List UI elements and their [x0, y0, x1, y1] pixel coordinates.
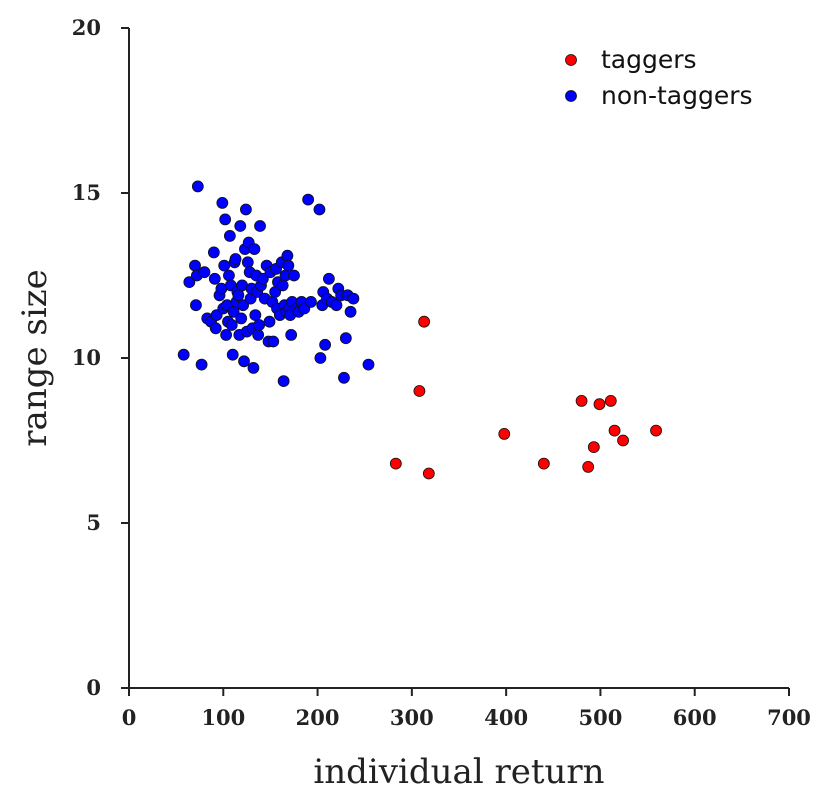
non-taggers-point	[267, 335, 280, 348]
non-taggers-point	[189, 259, 201, 272]
legend: taggers non-taggers	[565, 45, 753, 110]
non-taggers-point	[195, 358, 208, 371]
non-taggers-point	[281, 249, 294, 262]
non-taggers-point	[319, 338, 332, 351]
non-taggers-point	[276, 279, 289, 292]
non-taggers-point	[223, 229, 236, 242]
non-taggers-point	[223, 269, 235, 282]
y-tick-label: 10	[72, 345, 101, 370]
taggers-point	[498, 427, 511, 440]
non-taggers-point	[226, 348, 239, 361]
non-taggers-point	[190, 299, 202, 312]
non-taggers-point	[288, 269, 300, 282]
non-taggers-point	[347, 292, 360, 305]
non-taggers-point	[339, 332, 352, 345]
non-taggers-point	[198, 266, 211, 279]
non-taggers-point	[232, 289, 245, 302]
non-taggers-point	[285, 328, 298, 341]
non-taggers-point	[183, 276, 196, 289]
x-tick-label: 200	[296, 705, 340, 730]
non-taggers-point	[322, 272, 335, 285]
non-taggers-point	[177, 348, 190, 361]
non-taggers-point	[237, 299, 249, 312]
non-taggers-point	[208, 272, 221, 285]
x-axis-label: individual return	[313, 752, 604, 792]
non-taggers-point	[254, 220, 266, 232]
taggers-point	[608, 424, 621, 437]
x-tick-label: 600	[673, 705, 717, 730]
non-taggers-point	[314, 352, 327, 364]
non-taggers-point	[282, 259, 295, 272]
non-taggers-point	[238, 355, 250, 368]
non-taggers-point	[277, 375, 290, 388]
non-taggers-point	[234, 220, 247, 232]
non-taggers-point	[302, 193, 315, 206]
y-tick-label: 20	[72, 15, 101, 40]
non-taggers-point	[235, 312, 248, 325]
taggers-point	[593, 398, 606, 411]
non-taggers-point	[191, 180, 204, 193]
x-tick-label: 500	[579, 705, 623, 730]
non-taggers-point	[313, 203, 326, 216]
non-taggers-point	[229, 253, 242, 265]
non-taggers-point	[252, 328, 265, 341]
y-tick-label: 15	[72, 180, 101, 205]
legend-label-non-taggers: non-taggers	[601, 81, 753, 110]
y-tick-label: 5	[86, 510, 101, 535]
non-taggers-point	[330, 299, 343, 312]
non-taggers-point	[338, 371, 350, 384]
x-axis-ticks: 0 100 200 300 400 500 600 700	[122, 688, 811, 730]
y-axis-label: range size	[15, 269, 55, 446]
x-tick-label: 300	[390, 705, 434, 730]
taggers-point	[413, 385, 426, 397]
non-taggers-point	[247, 361, 260, 374]
taggers-point	[422, 467, 435, 480]
legend-label-taggers: taggers	[601, 45, 697, 74]
taggers-point	[587, 441, 600, 454]
non-taggers-point	[219, 213, 232, 226]
non-taggers-point	[248, 243, 261, 256]
y-tick-label: 0	[86, 675, 101, 700]
non-taggers-point	[249, 309, 262, 322]
taggers-point	[575, 394, 588, 407]
non-taggers-point	[241, 256, 254, 269]
non-taggers-point	[220, 328, 233, 341]
taggers-point	[582, 460, 595, 473]
legend-marker-taggers	[565, 54, 577, 66]
y-axis-ticks: 0 5 10 15 20	[72, 15, 129, 700]
non-taggers-point	[225, 319, 238, 331]
non-taggers-point	[344, 305, 357, 318]
taggers-point	[418, 315, 431, 328]
non-taggers-point	[209, 322, 222, 335]
non-taggers-point	[240, 203, 252, 216]
x-tick-label: 700	[767, 705, 811, 730]
non-taggers-point	[253, 319, 266, 331]
data-points	[177, 180, 662, 480]
non-taggers-point	[207, 246, 220, 259]
x-tick-label: 400	[484, 705, 528, 730]
taggers-point	[650, 424, 662, 437]
legend-marker-non-taggers	[565, 90, 577, 102]
taggers-point	[537, 457, 550, 470]
x-tick-label: 0	[122, 705, 137, 730]
non-taggers-point	[263, 315, 276, 328]
non-taggers-point	[305, 295, 317, 308]
non-taggers-point	[216, 196, 229, 209]
non-taggers-point	[256, 272, 269, 285]
taggers-point	[604, 394, 617, 407]
taggers-point	[617, 434, 629, 447]
non-taggers-point	[218, 259, 231, 272]
taggers-point	[389, 457, 402, 470]
axes: 0 100 200 300 400 500 600 700 0 5 10 15 20	[72, 15, 811, 730]
x-tick-label: 100	[201, 705, 245, 730]
non-taggers-point	[362, 358, 375, 371]
